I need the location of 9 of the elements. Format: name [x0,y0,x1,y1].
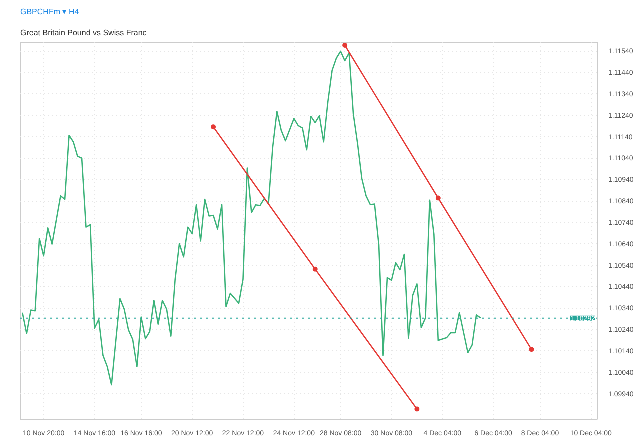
point [312,266,318,272]
point [211,124,216,130]
line-series [22,50,482,386]
chart-title: GBPCHFm ▾ H4 [20,8,80,16]
chart-subtitle: Great Britain Pound vs Swiss Franc [20,28,147,38]
point [342,43,348,48]
point [529,347,534,352]
point [414,406,420,412]
point [436,196,441,201]
